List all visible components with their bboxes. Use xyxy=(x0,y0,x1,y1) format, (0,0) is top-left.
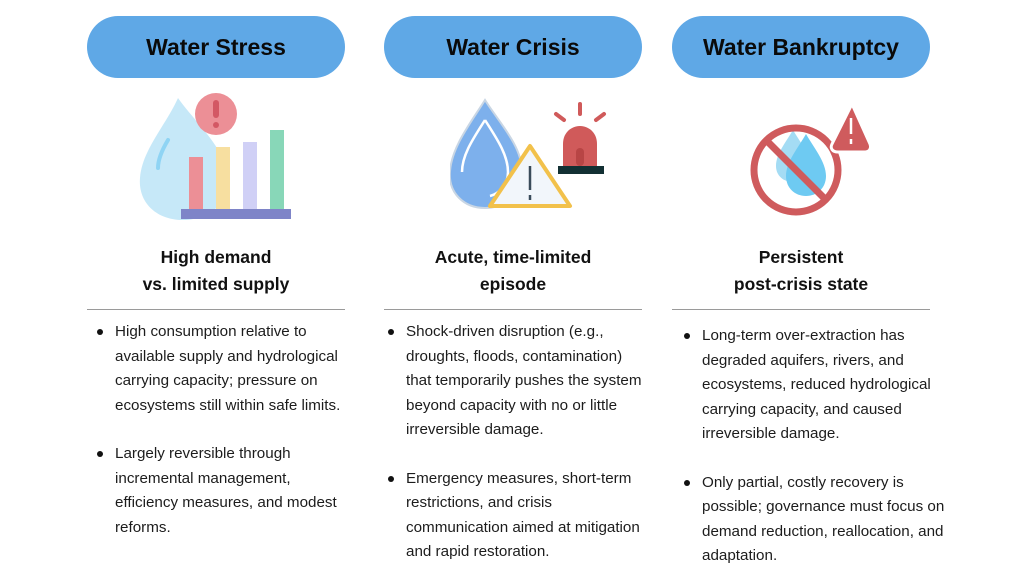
no-water-warning-icon xyxy=(748,100,878,225)
title-pill-water-bankruptcy: Water Bankruptcy xyxy=(672,16,930,78)
column-subtitle: Persistent post-crisis state xyxy=(672,244,930,298)
bullet-item: Shock-driven disruption (e.g., droughts,… xyxy=(386,320,651,443)
column-title: Water Stress xyxy=(146,33,286,60)
bullet-list: Shock-driven disruption (e.g., droughts,… xyxy=(386,320,651,565)
bullet-item: Only partial, costly recovery is possibl… xyxy=(682,471,954,569)
bullet-item: Largely reversible through incremental m… xyxy=(95,442,345,540)
bullet-list: High consumption relative to available s… xyxy=(95,320,345,540)
column-subtitle: Acute, time-limited episode xyxy=(384,244,642,298)
bullet-item: Long-term over-extraction has degraded a… xyxy=(682,324,954,447)
water-drop-bar-chart-alert-icon xyxy=(138,90,298,230)
bullet-item: Emergency measures, short-term restricti… xyxy=(386,467,651,565)
divider xyxy=(384,309,642,310)
column-subtitle: High demand vs. limited supply xyxy=(87,244,345,298)
subtitle-line: vs. limited supply xyxy=(142,274,290,294)
divider xyxy=(87,309,345,310)
bullet-list: Long-term over-extraction has degraded a… xyxy=(682,324,954,569)
column-title: Water Bankruptcy xyxy=(703,33,899,60)
bullet-item: High consumption relative to available s… xyxy=(95,320,345,418)
subtitle-line: episode xyxy=(479,274,547,294)
water-drop-warning-siren-icon xyxy=(448,96,610,221)
subtitle-line: post-crisis state xyxy=(733,274,869,294)
subtitle-line: High demand xyxy=(160,247,272,267)
subtitle-line: Persistent xyxy=(758,247,844,267)
title-pill-water-crisis: Water Crisis xyxy=(384,16,642,78)
title-pill-water-stress: Water Stress xyxy=(87,16,345,78)
divider xyxy=(672,309,930,310)
column-title: Water Crisis xyxy=(446,33,580,60)
subtitle-line: Acute, time-limited xyxy=(434,247,592,267)
